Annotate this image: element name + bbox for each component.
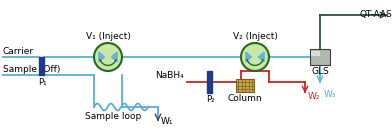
Text: GLS: GLS bbox=[311, 67, 329, 76]
Text: V₁ (Inject): V₁ (Inject) bbox=[85, 32, 131, 41]
Text: Column: Column bbox=[228, 94, 262, 103]
Bar bbox=[310, 49, 330, 65]
Text: Sample (Off): Sample (Off) bbox=[3, 65, 60, 73]
Circle shape bbox=[241, 43, 269, 71]
Text: W₁: W₁ bbox=[161, 117, 174, 126]
Text: W₃: W₃ bbox=[324, 90, 336, 99]
Text: P₁: P₁ bbox=[38, 78, 46, 87]
Text: P₂: P₂ bbox=[206, 95, 214, 104]
Text: W₂: W₂ bbox=[308, 92, 321, 101]
Text: NaBH₄: NaBH₄ bbox=[155, 71, 184, 80]
Bar bbox=[40, 57, 45, 75]
Bar bbox=[312, 51, 321, 56]
Text: QT-AAS: QT-AAS bbox=[359, 11, 392, 19]
Polygon shape bbox=[99, 52, 105, 62]
Circle shape bbox=[94, 43, 122, 71]
Polygon shape bbox=[111, 52, 117, 62]
Text: Sample loop: Sample loop bbox=[85, 112, 141, 121]
Polygon shape bbox=[246, 52, 252, 62]
Text: Carrier: Carrier bbox=[3, 46, 34, 55]
Bar bbox=[207, 71, 212, 93]
Text: V₂ (Inject): V₂ (Inject) bbox=[232, 32, 278, 41]
Polygon shape bbox=[258, 52, 264, 62]
Bar bbox=[236, 79, 254, 92]
